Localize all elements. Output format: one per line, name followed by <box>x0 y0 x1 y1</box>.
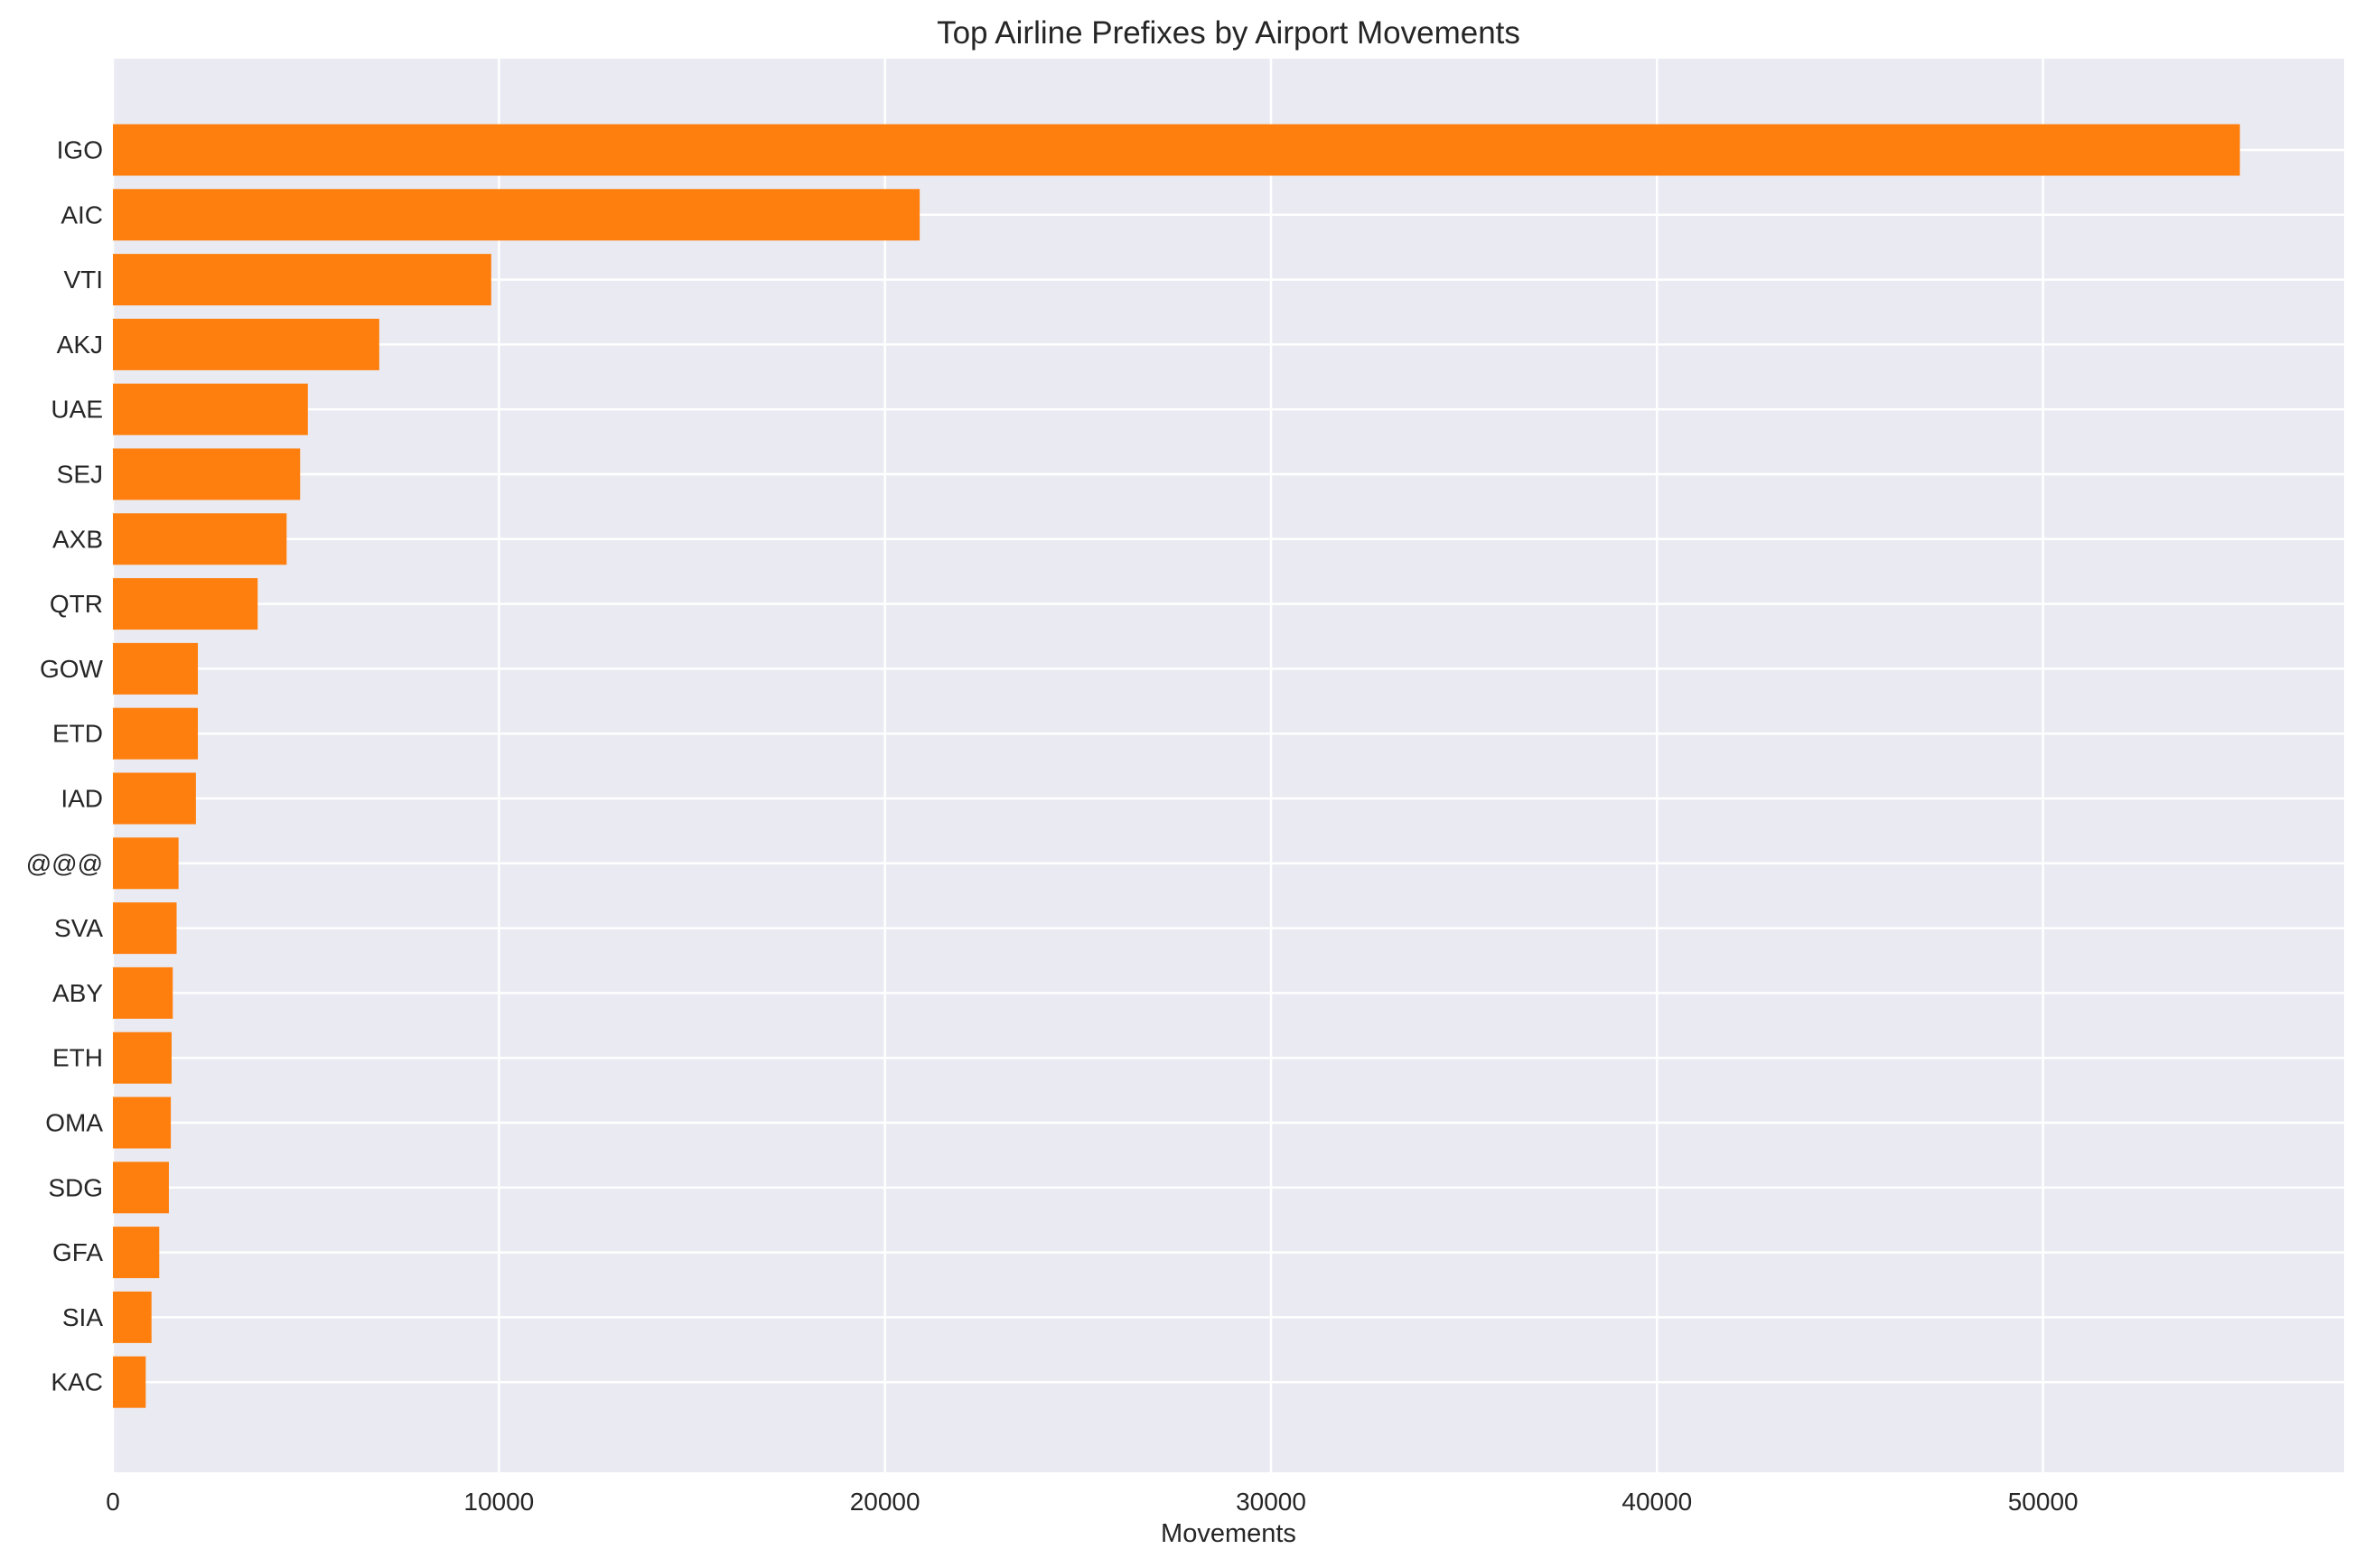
y-tick-label: SIA <box>62 1303 103 1331</box>
y-tick-label: QTR <box>50 590 103 618</box>
bar-AXB <box>113 513 287 565</box>
bar-IGO <box>113 124 2240 176</box>
bar-ABY <box>113 966 173 1019</box>
y-tick-label: AXB <box>52 525 103 553</box>
bar-QTR <box>113 578 258 630</box>
y-tick-label: IGO <box>57 136 103 164</box>
x-tick-label: 10000 <box>463 1488 534 1516</box>
y-tick-label: OMA <box>45 1109 103 1137</box>
y-tick-label: ABY <box>52 979 103 1007</box>
y-tick-label: UAE <box>51 396 103 424</box>
bar-AKJ <box>113 318 379 370</box>
bar-SDG <box>113 1162 169 1214</box>
y-tick-label: ETD <box>52 720 103 748</box>
y-tick-label: @@@ <box>26 849 103 877</box>
bar-ETD <box>113 707 199 760</box>
y-tick-label: GOW <box>40 655 104 683</box>
bar-VTI <box>113 254 491 306</box>
y-tick-label: ETH <box>52 1044 103 1072</box>
bar-GOW <box>113 642 199 695</box>
bar-@@@ <box>113 837 179 890</box>
x-axis-label: Movements <box>1161 1519 1296 1548</box>
bar-UAE <box>113 383 308 435</box>
x-tick-label: 30000 <box>1236 1488 1306 1516</box>
bar-IAD <box>113 772 196 825</box>
x-axis-tick-labels: 0 10000 20000 30000 40000 50000 <box>106 1488 2078 1516</box>
bar-SEJ <box>113 448 301 500</box>
bar-GFA <box>113 1227 160 1279</box>
bar-AIC <box>113 189 920 241</box>
bar-KAC <box>113 1356 146 1408</box>
bar-ETH <box>113 1031 172 1084</box>
bar-OMA <box>113 1097 172 1149</box>
y-tick-label: VTI <box>63 266 103 294</box>
y-tick-label: GFA <box>52 1238 103 1266</box>
y-tick-label: AKJ <box>57 331 103 359</box>
x-tick-label: 0 <box>106 1488 120 1516</box>
x-tick-label: 20000 <box>850 1488 920 1516</box>
y-tick-label: SDG <box>48 1173 103 1201</box>
chart-title: Top Airline Prefixes by Airport Movement… <box>937 15 1520 51</box>
y-tick-label: SVA <box>54 914 103 942</box>
x-tick-label: 50000 <box>2008 1488 2079 1516</box>
bar-SIA <box>113 1291 152 1343</box>
y-tick-label: KAC <box>51 1368 103 1396</box>
y-tick-label: SEJ <box>57 461 103 489</box>
y-axis-tick-labels: IGO AIC VTI AKJ UAE SEJ AXB QTR GOW ETD IAD @@@ SVA A… <box>26 136 104 1396</box>
bars <box>113 124 2240 1408</box>
y-tick-label: IAD <box>61 785 103 813</box>
x-tick-label: 40000 <box>1621 1488 1692 1516</box>
bar-SVA <box>113 902 177 955</box>
y-tick-label: AIC <box>61 201 103 229</box>
